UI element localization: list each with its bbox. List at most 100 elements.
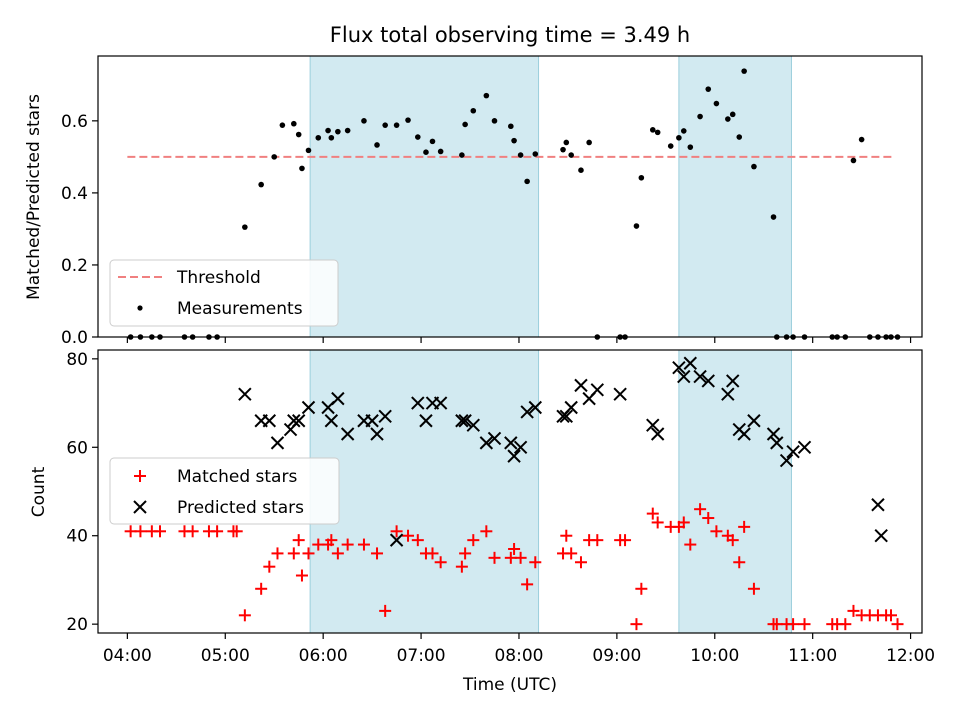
measurement-point [586,139,592,146]
y-tick-label: 0.0 [61,328,88,348]
bottom-y-ticks: 20 40 60 80 [66,350,98,635]
matched-star-point [839,618,852,631]
matched-star-point [508,542,521,555]
predicted-star-point [797,440,812,454]
predicted-star-point [479,436,494,450]
y-tick-label: 0.4 [61,184,88,204]
measurement-point [470,107,477,114]
x-tick-label: 07:00 [397,646,446,666]
top-axes-frame [97,55,923,338]
matched-star-point [635,582,648,595]
matched-star-point [574,556,587,569]
predicted-star-point [574,378,588,393]
matched-star-point [341,538,354,551]
matched-star-point [371,547,384,560]
y-tick-label: 0.6 [61,112,88,132]
matched-star-point [521,578,534,591]
predicted-star-point [466,418,480,432]
measurement-point [423,149,429,155]
measurement-point [335,128,341,135]
predicted-star-point [324,414,339,428]
predicted-star-point [487,431,502,446]
bottom-x-ticks: 04:00 05:00 06:00 07:00 08:00 09:00 10:00 11:00… [103,633,935,666]
matched-star-point [702,512,715,525]
top-y-axis-label: Matched/Predicted stars [24,94,44,300]
predicted-star-point [419,414,433,428]
measurement-point [291,120,297,127]
measurement-point [532,151,539,157]
predicted-star-point [513,440,528,454]
matched-star-point [747,582,760,595]
predicted-star-point [747,414,761,428]
matched-star-point [263,560,276,573]
x-tick-label: 09:00 [592,646,641,666]
matched-star-point [325,534,338,547]
matched-star-point [694,503,707,516]
measurement-point [633,223,640,229]
legend-predicted-swatch [133,500,147,514]
y-tick-label: 20 [66,615,88,635]
predicted-star-point [301,400,316,415]
predicted-star-point [378,409,392,424]
measurement-point [850,157,857,164]
measurement-point [741,68,747,74]
matched-star-point [560,529,573,542]
predicted-star-point [270,436,285,450]
predicted-star-point [370,427,384,441]
measurement-point [305,147,312,154]
predicted-star-point [455,414,469,428]
measurement-point [415,134,421,140]
matched-star-point [211,525,224,538]
top-x-ticks [126,337,912,343]
measurement-point [687,144,694,150]
predicted-star-point [458,414,472,428]
measurement-point [858,136,865,143]
matched-star-point [480,525,493,538]
measurement-point [258,181,264,188]
predicted-star-point [672,360,686,375]
matched-star-point [891,618,904,631]
shaded-interval [309,349,540,634]
predicted-star-point [726,374,740,388]
measurement-point [713,100,720,107]
bottom-legend: Matched stars Predicted stars [109,457,340,525]
matched-star-point [434,556,447,569]
top-panel: 0.0 0.2 0.4 0.6 Matched/Predicted stars Thr… [24,55,923,348]
matched-star-point [287,547,300,560]
shaded-interval [309,55,540,338]
measurement-point [751,163,757,170]
predicted-star-point [564,400,578,415]
measurement-point [508,123,514,130]
matched-star-point [455,560,468,573]
matched-star-point [684,538,697,551]
bottom-shaded-intervals [309,349,792,634]
predicted-star-point [590,383,605,397]
matched-star-point [238,609,251,622]
chart-title: Flux total observing time = 3.49 h [330,23,690,47]
bottom-legend-box [109,457,340,525]
measurement-point [511,137,517,144]
measurement-point [676,134,682,141]
measurement-point [462,121,468,128]
matched-star-point [726,534,739,547]
predicted-star-point [737,427,751,441]
bottom-x-axis-label: Time (UTC) [462,675,557,695]
legend-threshold-label: Threshold [176,268,261,288]
predicted-star-point [677,369,691,384]
matched-star-point [390,525,403,538]
measurement-point [361,118,367,124]
matched-star-point [677,516,690,529]
matched-star-point [529,556,542,569]
matched-star-point [591,534,604,547]
predicted-star-point [520,405,534,419]
predicted-star-point [701,374,715,388]
legend-matched-swatch [134,470,146,482]
matched-star-point [651,516,664,529]
matched-star-point [331,547,344,560]
measurement-point [578,167,584,174]
measurement-point [491,118,498,124]
matched-star-point [630,618,643,631]
measurement-point [393,122,400,128]
predicted-star-point [287,414,301,428]
